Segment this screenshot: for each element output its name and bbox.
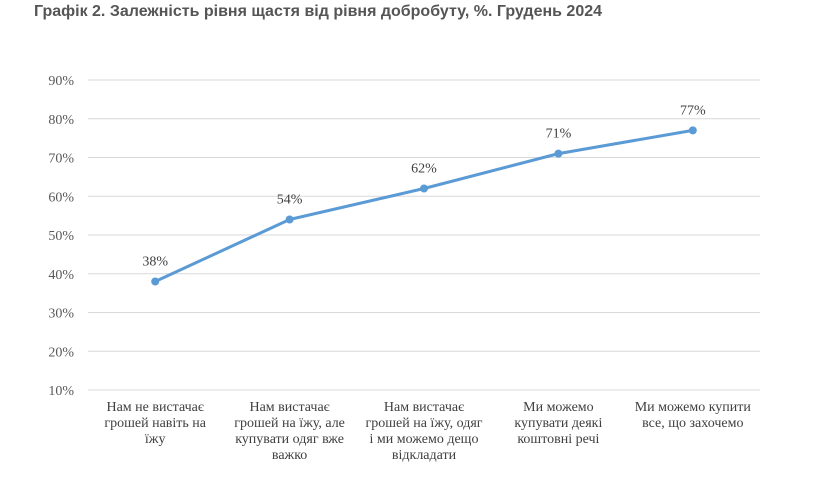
x-category-label: Нам вистачає грошей на їжу, одяг і ми може… (363, 400, 485, 464)
data-points (151, 126, 697, 286)
x-category-line: і ми можемо дещо (369, 432, 479, 447)
x-category-line: Нам вистачає (383, 400, 465, 415)
y-axis-ticks: 10% 20% 30% 40% 50% 60% 70% 80% 90% (48, 74, 74, 399)
x-category-line: їжу (144, 432, 166, 447)
x-category-line: коштовні речі (517, 432, 600, 447)
chart-title: Графік 2. Залежність рівня щастя від рів… (34, 3, 603, 20)
series-line (153, 128, 695, 283)
data-label: 54% (277, 193, 303, 208)
x-category-label: Ми можемо купувати деякі коштовні речі (497, 400, 619, 448)
x-category-line: купувати одяг вже (235, 432, 344, 447)
data-point (420, 184, 428, 193)
x-category-line: грошей на їжу, але (234, 416, 345, 431)
y-tick-label: 50% (48, 229, 74, 244)
x-category-line: купувати деякі (514, 416, 603, 431)
series-polyline (153, 128, 695, 283)
data-label: 71% (546, 127, 572, 142)
y-tick-label: 70% (48, 152, 74, 167)
y-tick-label: 40% (48, 268, 74, 283)
x-category-label: Ми можемо купити все, що захочемо (632, 400, 754, 432)
x-category-label: Нам вистачає грошей на їжу, але купувати о… (229, 400, 351, 464)
x-category-label: Нам не вистачає грошей навіть на їжу (94, 400, 216, 448)
x-category-line: Нам не вистачає (106, 400, 204, 415)
y-tick-label: 80% (48, 113, 74, 128)
x-category-line: Ми можемо (523, 400, 594, 415)
x-category-line: грошей на їжу, одяг (365, 416, 483, 431)
x-category-line: Нам вистачає (249, 400, 330, 415)
x-category-line: все, що захочемо (642, 416, 744, 431)
gridlines (88, 79, 760, 391)
data-point (285, 215, 294, 224)
data-point (151, 277, 160, 286)
data-label: 77% (680, 103, 706, 118)
y-tick-label: 10% (48, 384, 74, 399)
data-point (554, 149, 563, 158)
data-label: 38% (142, 255, 168, 270)
y-tick-label: 30% (48, 307, 74, 322)
y-tick-label: 20% (48, 345, 74, 360)
data-label: 62% (411, 162, 437, 177)
y-tick-label: 60% (48, 190, 74, 205)
data-point (688, 126, 697, 135)
data-labels: 38% 54% 62% 71% 77% (142, 103, 706, 269)
x-category-line: Ми можемо купити (634, 400, 751, 415)
x-category-line: важко (271, 448, 308, 463)
x-category-line: грошей навіть на (104, 416, 207, 431)
x-category-line: відкладати (391, 448, 457, 463)
y-tick-label: 90% (48, 74, 74, 89)
